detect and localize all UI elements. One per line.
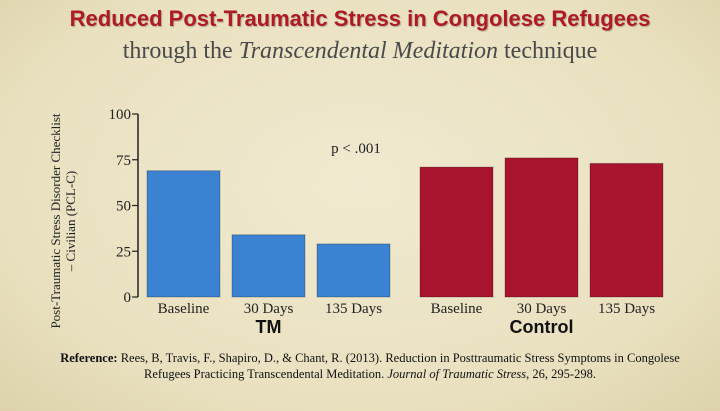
y-axis-label-line1: Post-Traumatic Stress Disorder Checklist	[48, 113, 63, 328]
reference-note: Reference: Rees, B, Travis, F., Shapiro,…	[40, 350, 700, 382]
bar-control-2	[589, 162, 664, 298]
category-label: 30 Days	[517, 301, 567, 317]
category-label: 30 Days	[244, 301, 294, 317]
bar-tm-0	[146, 170, 221, 298]
y-axis-label: Post-Traumatic Stress Disorder Checklist…	[48, 113, 78, 328]
reference-tail: , 26, 295-298.	[526, 367, 596, 381]
y-axis-label-line2: – Civilian (PCL-C)	[63, 171, 78, 272]
reference-text: Rees, B, Travis, F., Shapiro, D., & Chan…	[117, 351, 680, 381]
bar-tm-2	[316, 243, 391, 298]
category-label: 135 Days	[325, 301, 382, 317]
bar-tm-1	[231, 234, 306, 298]
category-label: Baseline	[431, 301, 483, 317]
subtitle-emphasis: Transcendental Meditation	[238, 38, 498, 64]
y-tick-label: 25	[116, 244, 131, 260]
chart-subtitle: through the Transcendental Meditation te…	[0, 38, 720, 65]
p-value-annotation: p < .001	[331, 141, 381, 157]
reference-label: Reference:	[60, 351, 118, 365]
group-label: Control	[510, 317, 574, 337]
y-tick-label: 100	[109, 107, 132, 123]
subtitle-pre: through the	[122, 38, 239, 64]
subtitle-post: technique	[498, 38, 598, 64]
y-tick-label: 0	[124, 290, 132, 306]
bar-chart: 0 25 50 75 100 Post-Traumatic Stress Disorder…	[48, 107, 664, 337]
y-tick-label: 50	[116, 199, 131, 215]
category-label: Baseline	[158, 301, 210, 317]
bar-control-0	[419, 166, 494, 298]
reference-journal: Journal of Traumatic Stress	[387, 367, 527, 381]
y-tick-label: 75	[116, 153, 131, 169]
chart-title: Reduced Post-Traumatic Stress in Congole…	[69, 6, 651, 31]
category-label: 135 Days	[598, 301, 655, 317]
group-label: TM	[256, 317, 282, 337]
bar-control-1	[504, 157, 579, 298]
